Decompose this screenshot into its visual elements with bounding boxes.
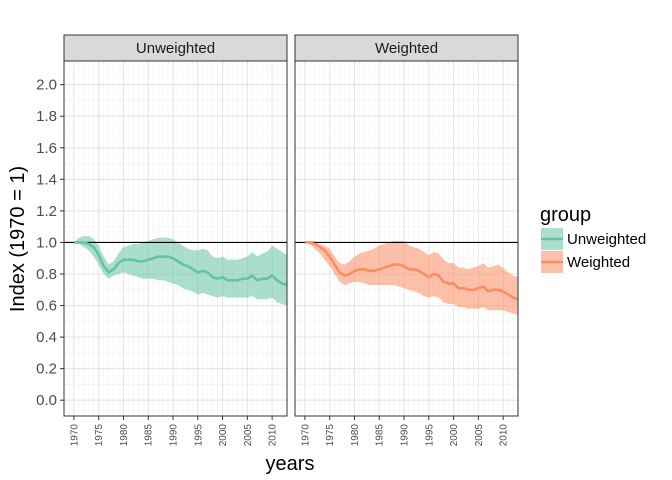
x-tick-label: 1975 [325,424,336,447]
ribbon-unweighted [73,236,287,306]
facet-strip [294,34,519,62]
x-tick-label: 1995 [193,424,204,447]
y-tick-label: 1.4 [36,171,57,188]
x-tick-label: 2010 [268,424,279,447]
x-axis-title: years [266,453,315,475]
x-axis: 1970 1975 1980 1985 1990 1995 2000 2005 2010 1970… [69,416,510,447]
y-tick-label: 2.0 [36,77,57,94]
ribbon-weighted [304,240,518,316]
panel-weighted: Weighted [294,34,519,417]
legend-label: Unweighted [567,231,646,248]
x-tick-label: 1985 [375,424,386,447]
x-tick-label: 1980 [119,424,130,447]
series-line-weighted [304,241,519,301]
x-tick-label: 1970 [300,424,311,447]
y-axis: 0.0 0.2 0.4 0.6 0.8 1.0 1.2 1.4 1.6 1.8 2.0 [36,77,64,409]
facet-strip [63,34,288,62]
x-tick-label: 2010 [499,424,510,447]
x-tick-label: 1975 [94,424,105,447]
y-tick-label: 1.0 [36,234,57,251]
facet-strip-label: Unweighted [136,40,215,57]
legend-label: Weighted [567,254,630,271]
legend-item-unweighted: Unweighted [541,228,646,250]
x-tick-label: 2005 [474,424,485,447]
x-tick-label: 1980 [350,424,361,447]
x-tick-label: 2000 [218,424,229,447]
panel-unweighted: Unweighted [63,34,288,417]
x-tick-label: 1970 [69,424,80,447]
x-tick-label: 1995 [424,424,435,447]
facet-strip-label: Weighted [375,40,438,57]
legend-title: group [540,204,591,226]
x-tick-label: 1990 [400,424,411,447]
y-tick-label: 0.2 [36,361,57,378]
legend: group Unweighted Weighted [540,204,646,273]
panels: Unweighted Weighted [63,34,519,417]
y-tick-label: 1.8 [36,108,57,125]
y-tick-label: 1.2 [36,203,57,220]
legend-item-weighted: Weighted [541,251,630,273]
x-tick-label: 1985 [144,424,155,447]
y-axis-title: Index (1970 = 1) [7,166,29,312]
x-tick-label: 2000 [449,424,460,447]
y-tick-label: 0.6 [36,298,57,315]
y-tick-label: 0.8 [36,266,57,283]
panel-background [64,61,287,416]
series-line-unweighted [73,241,288,287]
x-tick-label: 2005 [243,424,254,447]
y-tick-label: 1.6 [36,140,57,157]
x-tick-label: 1990 [169,424,180,447]
y-tick-label: 0.0 [36,392,57,409]
y-tick-label: 0.4 [36,329,57,346]
panel-background [295,61,518,416]
